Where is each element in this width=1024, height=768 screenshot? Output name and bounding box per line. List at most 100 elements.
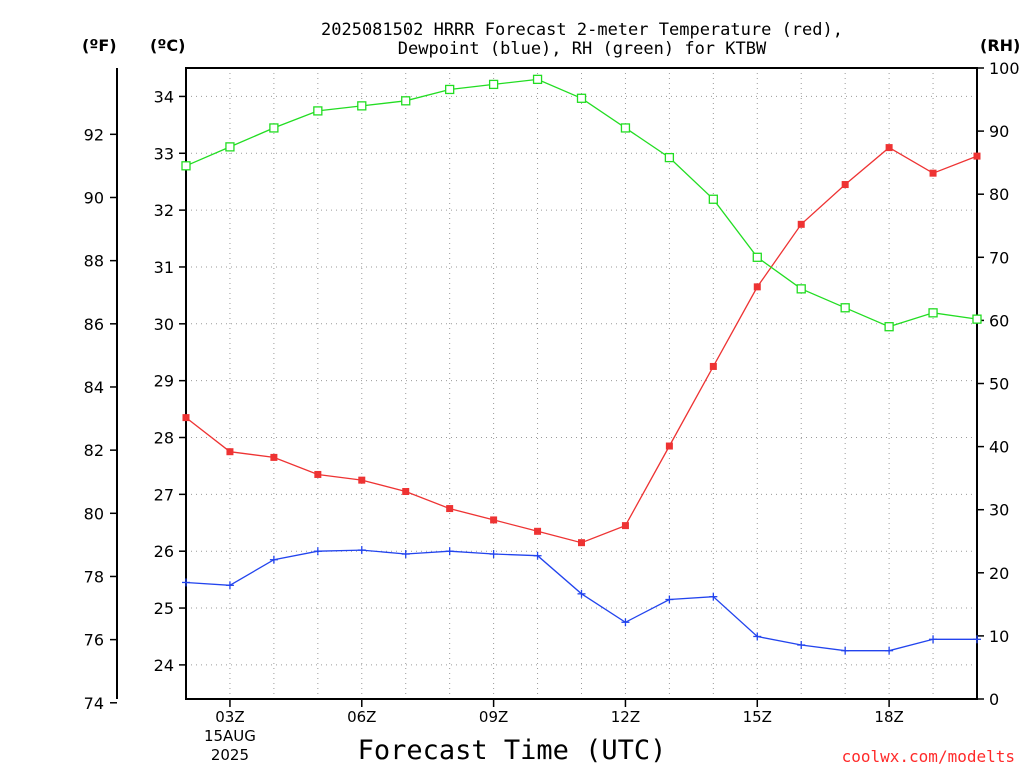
rh-point <box>488 79 499 90</box>
chart-title-line-2: Dewpoint (blue), RH (green) for KTBW <box>398 39 767 59</box>
fahrenheit-tick-label: 74 <box>84 694 104 713</box>
temperature-point <box>665 442 673 450</box>
celsius-tick-label: 31 <box>154 258 174 277</box>
rh-point <box>796 284 806 294</box>
rh-point <box>928 308 938 318</box>
fahrenheit-tick-label: 88 <box>84 252 104 271</box>
dewpoint-point <box>577 589 586 598</box>
rh-point <box>840 303 850 313</box>
rh-tick-label: 60 <box>989 311 1009 330</box>
rh-point <box>884 322 894 332</box>
grid-lines <box>186 68 977 699</box>
temperature-point <box>797 220 805 228</box>
x-tick-year: 2025 <box>211 746 249 764</box>
temperature-point <box>621 522 629 530</box>
chart-title-line-1: 2025081502 HRRR Forecast 2-meter Tempera… <box>321 20 843 40</box>
fahrenheit-tick-label: 80 <box>84 504 104 523</box>
dewpoint-point <box>269 555 278 564</box>
dewpoint-point <box>401 550 410 559</box>
celsius-tick-label: 33 <box>154 144 174 163</box>
dewpoint-point <box>225 581 234 590</box>
temperature-point <box>885 144 893 152</box>
rh-axis-label: (RH) <box>980 36 1020 55</box>
rh-point <box>357 101 367 111</box>
series-group <box>181 74 982 655</box>
x-tick-label: 03Z <box>215 708 244 726</box>
dewpoint-point <box>841 646 850 655</box>
x-tick-label: 06Z <box>347 708 376 726</box>
dewpoint-point <box>533 551 542 560</box>
rh-point <box>445 84 455 95</box>
dewpoint-point <box>489 550 498 559</box>
celsius-tick-label: 26 <box>154 542 174 561</box>
x-tick-date: 15AUG <box>204 727 256 745</box>
credit-text: coolwx.com/modelts <box>842 747 1015 766</box>
fahrenheit-tick-label: 86 <box>84 315 104 334</box>
temperature-point <box>578 539 585 547</box>
celsius-tick-label: 29 <box>154 372 174 391</box>
rh-point <box>225 142 235 152</box>
dewpoint-line <box>185 549 977 652</box>
dewpoint-point <box>313 547 322 556</box>
temperature-point <box>358 476 366 484</box>
dewpoint-point <box>753 632 762 641</box>
x-tick-label: 12Z <box>611 708 640 726</box>
rh-tick-label: 20 <box>989 564 1009 583</box>
fahrenheit-tick-label: 76 <box>84 631 104 650</box>
fahrenheit-tick-label: 78 <box>84 567 104 586</box>
fahrenheit-tick-label: 84 <box>84 378 104 397</box>
dewpoint-point <box>621 618 630 627</box>
temperature-point <box>402 488 410 496</box>
fahrenheit-tick-label: 82 <box>84 441 104 460</box>
dewpoint-point <box>709 592 718 601</box>
rh-tick-label: 0 <box>989 690 999 709</box>
rh-tick-label: 50 <box>989 375 1009 394</box>
temperature-point <box>226 448 234 456</box>
celsius-tick-label: 24 <box>154 656 174 675</box>
dewpoint-point <box>445 547 454 556</box>
temperature-point <box>490 516 498 524</box>
rh-tick-label: 100 <box>989 59 1020 78</box>
rh-point <box>532 74 543 85</box>
x-tick-label: 15Z <box>743 708 772 726</box>
celsius-tick-label: 34 <box>154 87 174 106</box>
x-tick-label: 18Z <box>874 708 903 726</box>
dewpoint-point <box>665 595 674 604</box>
temperature-point <box>270 453 278 461</box>
temperature-point <box>446 505 454 513</box>
dewpoint-point <box>929 635 938 644</box>
temperature-point <box>753 283 761 291</box>
rh-point <box>620 123 631 133</box>
rh-tick-label: 40 <box>989 438 1009 457</box>
celsius-tick-label: 32 <box>154 201 174 220</box>
x-tick-label: 09Z <box>479 708 508 726</box>
rh-tick-label: 70 <box>989 248 1009 267</box>
rh-tick-label: 30 <box>989 501 1009 520</box>
dewpoint-point <box>182 578 190 587</box>
axes: 74 76 78 80 82 84 86 88 90 92 24 25 26 27 28 29 30 31 32 33… <box>84 59 1020 764</box>
rh-point <box>752 252 762 262</box>
dewpoint-point <box>885 646 894 655</box>
fahrenheit-tick-label: 90 <box>84 188 104 207</box>
rh-point <box>269 123 279 133</box>
rh-point <box>401 96 411 106</box>
rh-point <box>972 314 982 324</box>
temperature-point <box>841 181 849 189</box>
rh-point <box>664 152 675 163</box>
rh-point <box>576 93 587 103</box>
fahrenheit-tick-label: 92 <box>84 125 104 144</box>
rh-point <box>313 106 323 116</box>
celsius-tick-label: 30 <box>154 315 174 334</box>
rh-point <box>181 161 191 171</box>
temperature-point <box>182 414 190 422</box>
temperature-point <box>314 470 322 478</box>
dewpoint-point <box>797 640 806 649</box>
dewpoint-point <box>973 635 981 644</box>
x-axis-title: Forecast Time (UTC) <box>358 735 667 766</box>
celsius-tick-label: 25 <box>154 599 174 618</box>
fahrenheit-axis-label: (ºF) <box>82 36 117 55</box>
celsius-axis-label: (ºC) <box>150 36 185 55</box>
temperature-point <box>973 152 981 160</box>
rh-tick-label: 10 <box>989 627 1009 646</box>
